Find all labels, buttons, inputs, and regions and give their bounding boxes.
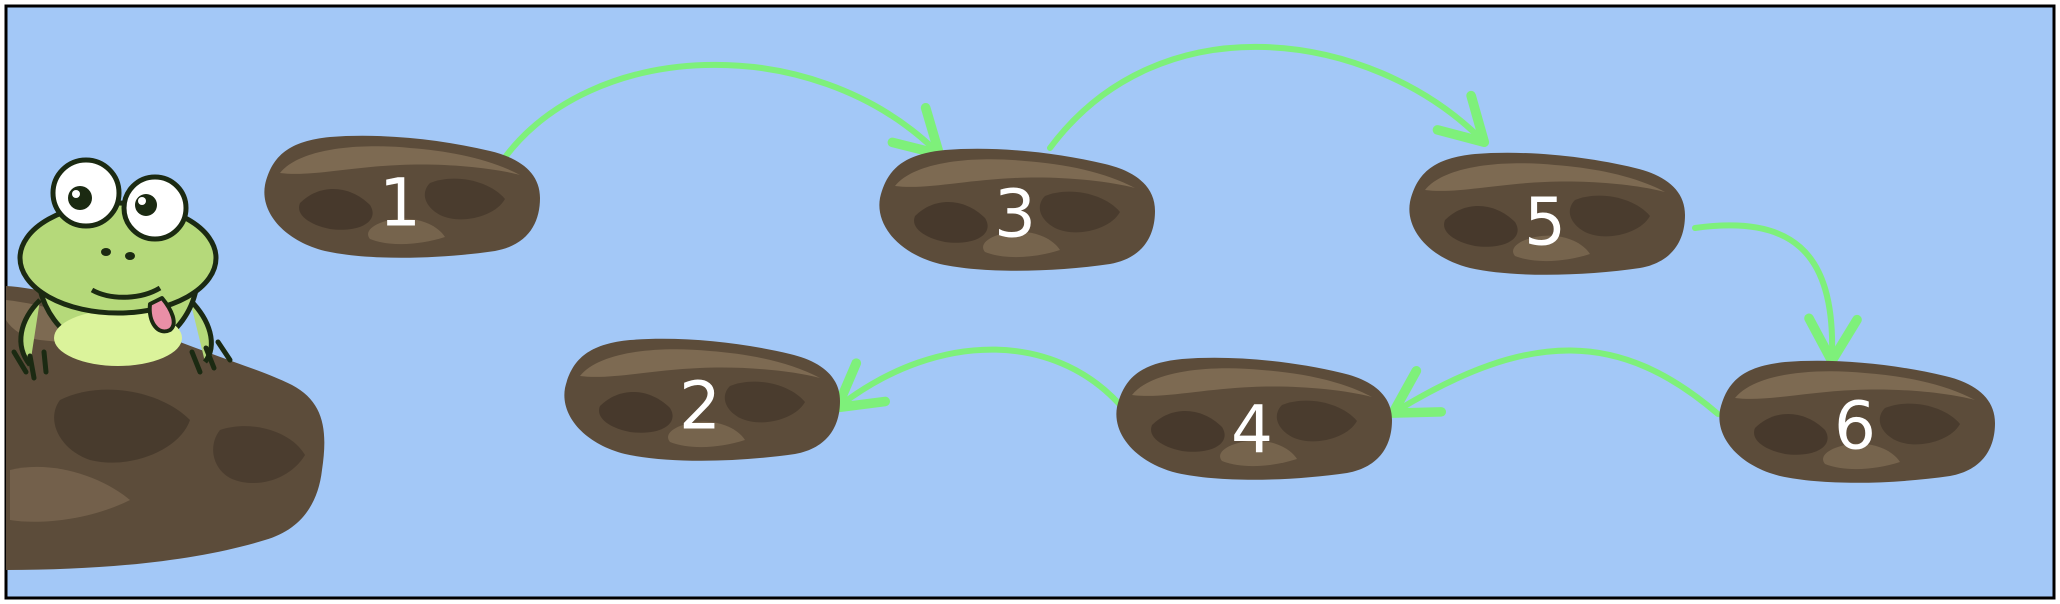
frog-icon bbox=[11, 157, 233, 381]
stone-label: 3 bbox=[994, 176, 1036, 253]
stone-label: 1 bbox=[379, 165, 421, 242]
stone-label: 4 bbox=[1231, 392, 1273, 469]
water-background bbox=[4, 4, 2056, 600]
jump-arrow-6-to-4 bbox=[1388, 347, 1721, 418]
stone-1: 1 bbox=[264, 135, 540, 258]
stone-6: 6 bbox=[1719, 360, 1995, 483]
jump-arrow-3-to-5 bbox=[1047, 44, 1490, 151]
stepping-stones: 1 2 3 4 5 6 bbox=[264, 135, 1995, 483]
stone-4: 4 bbox=[1116, 357, 1392, 480]
stone-label: 5 bbox=[1524, 184, 1566, 261]
jump-arrow-4-to-2 bbox=[832, 346, 1130, 416]
stone-2: 2 bbox=[564, 338, 840, 461]
jump-arrow-1-to-3 bbox=[500, 62, 945, 163]
stone-label: 2 bbox=[679, 368, 721, 445]
stone-label: 6 bbox=[1834, 388, 1876, 465]
jump-arrows bbox=[500, 44, 1862, 418]
stone-3: 3 bbox=[879, 148, 1155, 271]
stone-5: 5 bbox=[1409, 152, 1685, 275]
jump-arrow-5-to-6 bbox=[1692, 222, 1862, 366]
